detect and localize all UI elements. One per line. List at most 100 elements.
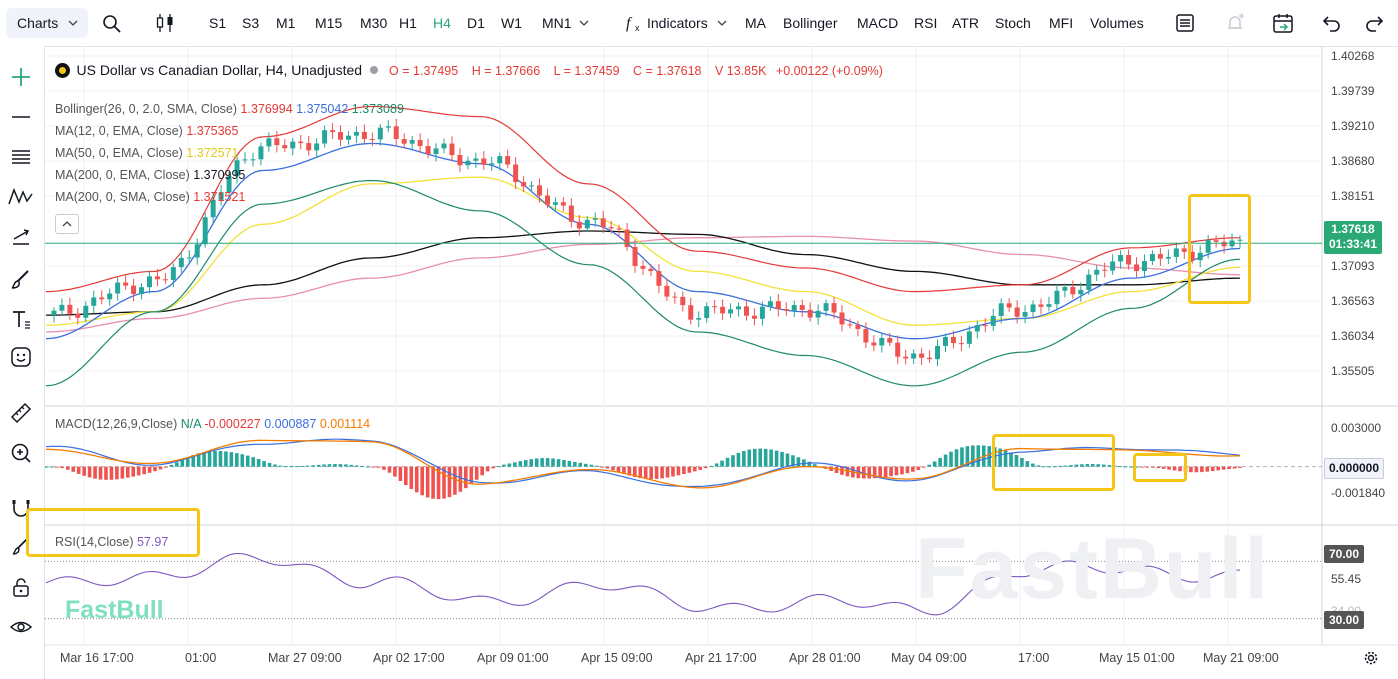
macd-histogram-bar [1232, 466, 1237, 469]
emoji-icon[interactable] [8, 344, 34, 370]
candle-body [927, 357, 933, 360]
candle-body [139, 287, 145, 294]
timeframe-m1[interactable]: M1 [276, 15, 296, 31]
charts-menu-button[interactable]: Charts [6, 8, 88, 38]
macd-histogram-bar [1080, 464, 1084, 467]
trend-tools-icon[interactable] [8, 224, 34, 250]
crosshair-icon[interactable] [8, 64, 34, 90]
indicator-ma[interactable]: MA [745, 15, 766, 31]
price-chart[interactable] [45, 46, 1398, 679]
sma200-line [45, 235, 1241, 333]
undo-icon[interactable] [1322, 13, 1342, 33]
text-tool-icon[interactable] [8, 306, 34, 332]
chevron-down-icon[interactable] [579, 19, 589, 27]
rsi-legend[interactable]: RSI(14,Close) 57.97 [55, 535, 168, 549]
alert-icon[interactable] [1224, 12, 1246, 34]
indicator-rsi[interactable]: RSI [914, 15, 938, 31]
candle-body [1014, 307, 1020, 317]
indicator-stoch[interactable]: Stoch [995, 15, 1031, 31]
timeframe-d1[interactable]: D1 [467, 15, 485, 31]
timeframe-mn1[interactable]: MN1 [542, 15, 572, 31]
layout-icon[interactable] [1175, 13, 1195, 33]
macd-histogram-bar [725, 457, 730, 467]
zoom-in-icon[interactable] [8, 440, 34, 466]
candle-body [759, 306, 765, 319]
ema200-line [46, 230, 1241, 316]
lock-icon[interactable] [8, 574, 34, 600]
candle-body [911, 353, 917, 359]
candle-body [353, 131, 359, 136]
horizontal-line-icon[interactable] [8, 104, 34, 130]
candle-body [895, 342, 901, 357]
indicator-mfi[interactable]: MFI [1049, 15, 1074, 31]
timeframe-s3[interactable]: S3 [242, 15, 260, 31]
indicator-bollinger[interactable]: Bollinger [783, 15, 838, 31]
candle-body [1118, 254, 1124, 262]
ma50-legend[interactable]: MA(50, 0, EMA, Close) 1.372571 [55, 146, 238, 160]
ema200-legend[interactable]: MA(200, 0, EMA, Close) 1.370995 [55, 168, 245, 182]
timeframe-h4[interactable]: H4 [433, 15, 451, 31]
calendar-icon[interactable] [1272, 12, 1294, 34]
candlestick-type-icon[interactable] [154, 12, 176, 34]
sma200-legend[interactable]: MA(200, 0, SMA, Close) 1.371521 [55, 190, 245, 204]
macd-histogram-bar [235, 453, 239, 467]
macd-histogram-bar [136, 466, 141, 476]
timeframe-m30[interactable]: M30 [360, 15, 388, 31]
candle-body [958, 343, 964, 345]
brush-icon[interactable] [8, 266, 34, 292]
macd-histogram-bar [600, 466, 604, 468]
indicator-volumes[interactable]: Volumes [1090, 15, 1144, 31]
macd-histogram-bar [436, 466, 441, 500]
macd-legend[interactable]: MACD(12,26,9,Close) N/A -0.000227 0.0008… [55, 417, 370, 431]
macd-histogram-bar [763, 448, 768, 467]
svg-text:x: x [635, 23, 640, 33]
ruler-icon[interactable] [8, 400, 34, 426]
price-axis-label: 1.38151 [1331, 189, 1375, 203]
macd-signal-value: 0.001114 [319, 417, 371, 431]
macd-histogram-bar [387, 466, 392, 473]
highlight-box-macd-cross [992, 434, 1115, 491]
timeframe-m15[interactable]: M15 [315, 15, 343, 31]
candle-body [751, 315, 757, 319]
macd-histogram-bar [938, 457, 942, 467]
eye-icon[interactable] [8, 614, 34, 640]
indicators-button[interactable]: Indicators [647, 15, 708, 31]
search-icon[interactable] [102, 14, 122, 34]
macd-histogram-bar [180, 459, 185, 467]
macd-histogram-bar [420, 466, 424, 496]
ma50-line [46, 176, 1241, 326]
candle-body [473, 158, 479, 161]
macd-histogram-bar [474, 466, 479, 480]
chevron-down-icon[interactable] [717, 19, 727, 27]
candle-body [871, 342, 877, 346]
timeframe-s1[interactable]: S1 [209, 15, 227, 31]
bollinger-legend[interactable]: Bollinger(26, 0, 2.0, SMA, Close) 1.3769… [55, 102, 404, 116]
macd-histogram-bar [305, 465, 310, 467]
candle-body [146, 276, 152, 288]
ohlc-high: H = 1.37666 [471, 64, 541, 78]
macd-histogram-bar [224, 451, 228, 467]
macd-histogram-bar [1238, 466, 1242, 469]
macd-histogram-bar [807, 461, 812, 467]
redo-icon[interactable] [1364, 13, 1384, 33]
collapse-legend-button[interactable] [55, 214, 79, 234]
ma12-legend[interactable]: MA(12, 0, EMA, Close) 1.375365 [55, 124, 238, 138]
macd-histogram-bar [207, 451, 212, 467]
macd-histogram-bar [1058, 465, 1062, 467]
indicator-macd[interactable]: MACD [857, 15, 899, 31]
pattern-icon[interactable] [8, 184, 34, 210]
timeframe-h1[interactable]: H1 [399, 15, 417, 31]
timeframe-w1[interactable]: W1 [501, 15, 522, 31]
macd-histogram-bar [1156, 466, 1161, 469]
fib-lines-icon[interactable] [8, 144, 34, 170]
macd-histogram-bar [1200, 466, 1204, 473]
indicator-atr[interactable]: ATR [952, 15, 979, 31]
candle-body [1157, 254, 1163, 259]
current-price-tag: 1.37618 01:33:41 [1324, 221, 1382, 254]
macd-histogram-bar [60, 466, 65, 469]
macd-na: N/A [180, 417, 201, 431]
settings-gear-icon[interactable] [1363, 650, 1379, 666]
candle-body [234, 160, 240, 177]
